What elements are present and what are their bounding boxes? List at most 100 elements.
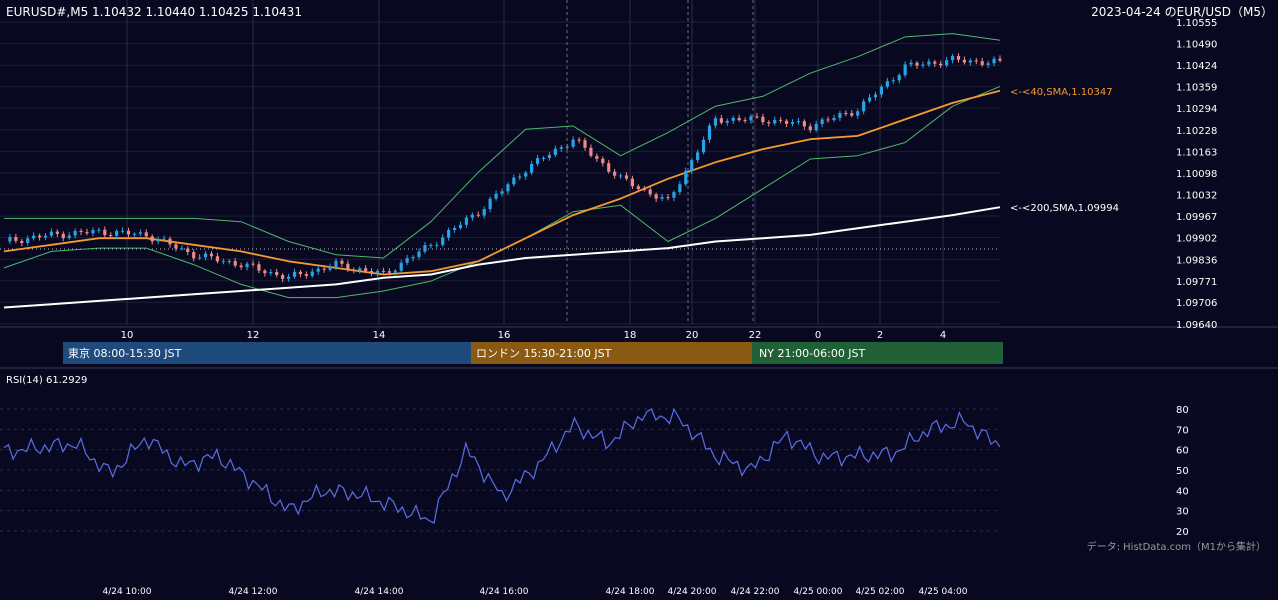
candle-body: [541, 157, 546, 159]
candle-body: [316, 268, 320, 272]
candle-body: [43, 235, 48, 238]
hour-tick-label: 14: [373, 330, 386, 341]
candle-body: [387, 271, 391, 273]
candle-body: [126, 230, 131, 235]
candle-body: [873, 94, 878, 98]
price-tick-label: 1.10032: [1176, 191, 1217, 202]
candle-body: [933, 61, 937, 64]
candle-body: [767, 122, 771, 124]
time-tick-label: 4/24 18:00: [605, 587, 654, 597]
candle-body: [618, 175, 623, 177]
rsi-tick-label: 80: [1176, 405, 1189, 416]
rsi-line: [3, 407, 1001, 524]
candle-body: [630, 178, 635, 187]
candle-body: [263, 270, 267, 274]
candle-body: [980, 61, 984, 65]
candle-body: [968, 60, 972, 63]
candle-body: [719, 118, 723, 123]
candle-body: [423, 245, 427, 252]
candle-body: [174, 244, 178, 249]
candle-body: [524, 172, 528, 177]
rsi-tick-label: 40: [1176, 486, 1189, 497]
candle-body: [850, 113, 854, 116]
candle-body: [120, 230, 125, 232]
candle-body: [885, 81, 889, 87]
candle-body: [862, 101, 866, 112]
rsi-title: RSI(14) 61.2929: [6, 375, 87, 386]
candle-body: [559, 147, 563, 149]
candle-body: [251, 263, 255, 265]
candle-body: [198, 257, 202, 259]
candle-body: [755, 116, 759, 118]
candle-body: [162, 238, 166, 240]
candle-body: [583, 140, 587, 148]
candle-body: [636, 186, 640, 190]
candle-body: [470, 214, 474, 218]
candle-body: [186, 248, 190, 253]
candle-body: [417, 251, 421, 258]
price-tick-label: 1.09771: [1176, 277, 1217, 288]
candle-body: [838, 112, 842, 118]
sma200-polyline: [3, 206, 1001, 309]
candle-body: [156, 239, 160, 242]
candle-body: [55, 231, 59, 234]
candle-body: [452, 228, 457, 230]
candle-body: [648, 189, 652, 195]
candle-body: [209, 253, 214, 257]
candle-body: [927, 61, 931, 65]
candle-body: [275, 272, 279, 276]
candle-body: [601, 158, 605, 164]
candle-body: [115, 231, 119, 236]
candle-body: [779, 119, 783, 121]
hour-tick-label: 0: [815, 330, 821, 341]
candle-body: [535, 158, 540, 164]
candle-body: [642, 189, 646, 191]
price-tick-label: 1.10359: [1176, 83, 1217, 94]
candle-body: [571, 139, 575, 147]
candle-body: [684, 170, 688, 185]
candle-body: [91, 230, 95, 234]
candle-body: [826, 119, 830, 121]
session-bar-ny: NY 21:00-06:00 JST: [752, 342, 1003, 364]
symbol-quote: EURUSD#,M5 1.10432 1.10440 1.10425 1.104…: [6, 5, 302, 19]
candle-body: [654, 194, 658, 199]
session-london-label: ロンドン 15:30-21:00 JST: [476, 347, 612, 360]
candle-body: [20, 240, 24, 243]
candle-body: [998, 58, 1002, 61]
candle-body: [138, 232, 142, 234]
price-tick-label: 1.10228: [1176, 126, 1217, 137]
candle-body: [891, 80, 895, 82]
candle-body: [405, 258, 409, 263]
candle-body: [690, 160, 694, 171]
candle-body: [32, 235, 36, 239]
sma200-label: <-<200,SMA,1.09994: [1010, 203, 1119, 214]
price-gridlines: [0, 21, 1000, 325]
price-tick-label: 1.09640: [1176, 320, 1217, 331]
candle-body: [660, 197, 664, 199]
session-tokyo-label: 東京 08:00-15:30 JST: [68, 346, 182, 360]
candle-body: [956, 55, 961, 60]
price-tick-label: 1.09706: [1176, 298, 1217, 309]
candle-body: [286, 276, 291, 279]
candle-body: [49, 231, 54, 236]
candle-body: [796, 121, 801, 123]
rsi-tick-label: 50: [1176, 466, 1189, 477]
candle-body: [921, 64, 925, 66]
candle-body: [867, 97, 872, 102]
time-tick-label: 4/24 16:00: [479, 587, 528, 597]
rsi-tick-label: 70: [1176, 425, 1189, 436]
candle-body: [992, 58, 996, 64]
candle-body: [506, 184, 510, 192]
hour-vertical-lines: [126, 0, 944, 324]
time-tick-label: 4/24 22:00: [730, 587, 779, 597]
candle-body: [245, 263, 249, 268]
candle-body: [269, 272, 273, 274]
candle-body: [731, 117, 735, 121]
candle-body: [512, 177, 516, 185]
candle-body: [37, 235, 42, 238]
candle-body: [180, 248, 184, 250]
candle-body: [666, 197, 670, 199]
candle-body: [447, 229, 451, 238]
candle-body: [61, 233, 65, 239]
